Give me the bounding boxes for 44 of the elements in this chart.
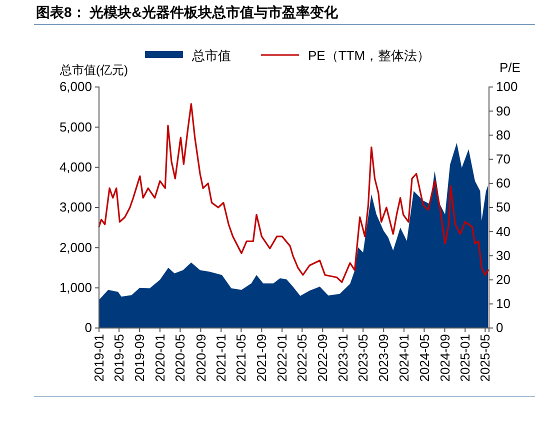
x-tick-label: 2021-05 bbox=[234, 334, 249, 382]
x-tick-label: 2023-09 bbox=[376, 334, 392, 382]
y2-tick-label: 60 bbox=[496, 176, 510, 191]
x-tick-label: 2020-09 bbox=[193, 334, 208, 382]
x-tick-label: 2021-09 bbox=[254, 334, 270, 382]
line-series bbox=[98, 103, 489, 284]
y2-axis-title: P/E bbox=[500, 60, 521, 75]
x-tick-label: 2022-01 bbox=[274, 334, 290, 382]
x-tick-label: 2020-01 bbox=[152, 334, 168, 382]
x-tick-label: 2025-05 bbox=[478, 334, 493, 382]
x-tick-label: 2023-05 bbox=[356, 334, 371, 382]
y-axis-title: 总市值(亿元) bbox=[59, 63, 128, 77]
y2-tick-label: 50 bbox=[496, 200, 510, 215]
x-tick-label: 2019-09 bbox=[132, 334, 148, 382]
x-tick-label: 2024-01 bbox=[396, 334, 412, 382]
y2-tick-label: 40 bbox=[496, 224, 510, 239]
x-tick-label: 2020-05 bbox=[172, 334, 188, 382]
y-tick-label: 6,000 bbox=[59, 79, 92, 94]
y2-tick-label: 80 bbox=[496, 127, 510, 142]
y-tick-label: 0 bbox=[84, 320, 92, 336]
y2-tick-label: 0 bbox=[496, 320, 504, 336]
legend-label: PE（TTM，整体法） bbox=[308, 48, 430, 63]
x-tick-label: 2022-09 bbox=[315, 334, 330, 382]
x-tick-label: 2023-01 bbox=[336, 334, 351, 382]
y-tick-label: 3,000 bbox=[59, 200, 92, 215]
x-tick-label: 2022-05 bbox=[294, 334, 310, 382]
y2-tick-label: 30 bbox=[496, 248, 510, 263]
y2-tick-label: 100 bbox=[496, 79, 518, 94]
y2-tick-label: 70 bbox=[496, 151, 510, 166]
x-tick-label: 2024-09 bbox=[437, 334, 452, 382]
x-tick-label: 2019-01 bbox=[92, 334, 107, 382]
x-tick-label: 2019-05 bbox=[112, 334, 127, 382]
x-tick-label: 2024-05 bbox=[416, 334, 432, 382]
y2-tick-label: 20 bbox=[496, 272, 510, 287]
y2-tick-label: 10 bbox=[496, 296, 510, 312]
y-tick-label: 4,000 bbox=[59, 159, 92, 174]
y2-tick-label: 90 bbox=[496, 103, 510, 118]
y-tick-label: 2,000 bbox=[59, 240, 92, 255]
legend-label: 总市值 bbox=[191, 48, 231, 63]
y-tick-label: 1,000 bbox=[59, 280, 92, 295]
chart-title: 图表8： 光模块&光器件板块总市值与市盈率变化 bbox=[36, 4, 339, 20]
x-tick-label: 2021-01 bbox=[214, 334, 229, 382]
y-tick-label: 5,000 bbox=[59, 119, 92, 134]
x-tick-label: 2025-01 bbox=[458, 334, 473, 382]
